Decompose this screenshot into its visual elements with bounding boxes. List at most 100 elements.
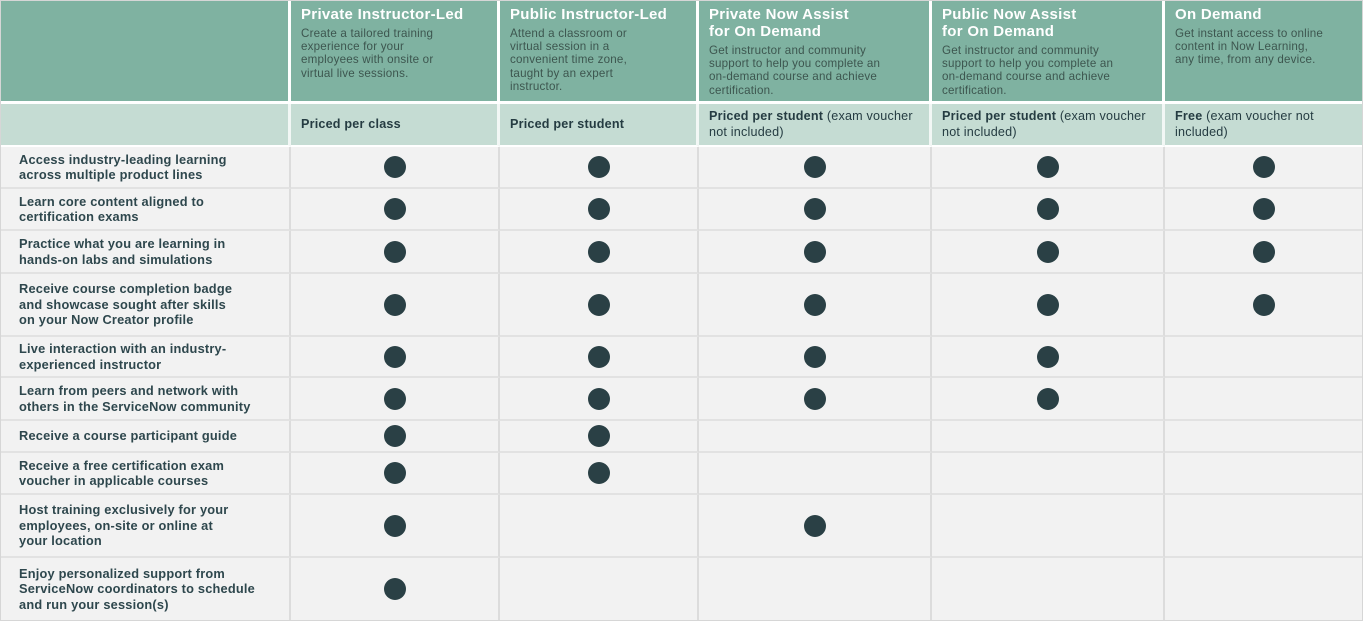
included-dot bbox=[1252, 293, 1275, 316]
pricing-note: (exam voucher not included) bbox=[709, 109, 913, 139]
feature-cell bbox=[1165, 558, 1362, 620]
included-dot bbox=[587, 198, 610, 220]
column-header-private-now-assist: Private Now Assist for On Demand Get ins… bbox=[699, 1, 932, 104]
pricing-label: Priced per student bbox=[510, 116, 625, 131]
feature-cell bbox=[932, 337, 1165, 378]
included-dot bbox=[803, 156, 826, 178]
included-dot bbox=[803, 345, 826, 368]
included-dot bbox=[587, 462, 610, 484]
feature-cell bbox=[1165, 495, 1362, 558]
feature-cell bbox=[932, 274, 1165, 337]
feature-label: Practice what you are learning in hands-… bbox=[1, 231, 291, 274]
included-dot bbox=[383, 240, 406, 263]
column-header-private-instructor-led: Private Instructor-Led Create a tailored… bbox=[291, 1, 500, 104]
feature-cell bbox=[291, 378, 500, 421]
feature-label: Enjoy personalized support from ServiceN… bbox=[1, 558, 291, 620]
included-dot bbox=[803, 514, 826, 537]
column-description: Get instructor and community support to … bbox=[709, 43, 881, 97]
feature-cell bbox=[1165, 337, 1362, 378]
column-description: Create a tailored training experience fo… bbox=[301, 26, 434, 80]
feature-cell bbox=[932, 147, 1165, 189]
feature-label: Access industry-leading learning across … bbox=[1, 147, 291, 189]
feature-cell bbox=[932, 189, 1165, 231]
pricing-private-now-assist: Priced per student (exam voucher not inc… bbox=[699, 104, 932, 147]
included-dot bbox=[383, 462, 406, 484]
feature-label: Learn core content aligned to certificat… bbox=[1, 189, 291, 231]
feature-cell bbox=[932, 231, 1165, 274]
included-dot bbox=[587, 425, 610, 447]
feature-cell bbox=[1165, 378, 1362, 421]
included-dot bbox=[383, 156, 406, 178]
feature-cell bbox=[699, 147, 932, 189]
feature-cell bbox=[500, 558, 699, 620]
included-dot bbox=[383, 578, 406, 600]
included-dot bbox=[383, 387, 406, 410]
feature-cell bbox=[500, 274, 699, 337]
feature-cell bbox=[699, 231, 932, 274]
column-title: Private Now Assist for On Demand bbox=[709, 6, 849, 40]
pricing-note: (exam voucher not included) bbox=[1175, 109, 1314, 139]
feature-cell bbox=[932, 378, 1165, 421]
feature-cell bbox=[932, 558, 1165, 620]
pricing-public-now-assist: Priced per student (exam voucher not inc… bbox=[932, 104, 1165, 147]
pricing-label: Priced per class bbox=[301, 116, 401, 131]
feature-cell bbox=[291, 337, 500, 378]
included-dot bbox=[587, 240, 610, 263]
feature-cell bbox=[1165, 274, 1362, 337]
column-description: Get instructor and community support to … bbox=[942, 43, 1114, 97]
included-dot bbox=[383, 293, 406, 316]
feature-cell bbox=[291, 147, 500, 189]
included-dot bbox=[803, 293, 826, 316]
pricing-note: (exam voucher not included) bbox=[942, 109, 1146, 139]
feature-cell bbox=[699, 274, 932, 337]
feature-cell bbox=[500, 337, 699, 378]
feature-cell bbox=[699, 378, 932, 421]
feature-cell bbox=[500, 231, 699, 274]
column-description: Attend a classroom or virtual session in… bbox=[510, 26, 627, 94]
included-dot bbox=[587, 345, 610, 368]
included-dot bbox=[383, 514, 406, 537]
included-dot bbox=[587, 387, 610, 410]
included-dot bbox=[803, 387, 826, 410]
header-empty-corner bbox=[1, 1, 291, 104]
feature-cell bbox=[500, 453, 699, 495]
pricing-label: Priced per student bbox=[709, 109, 824, 124]
included-dot bbox=[383, 425, 406, 447]
included-dot bbox=[383, 345, 406, 368]
feature-cell bbox=[291, 558, 500, 620]
column-header-on-demand: On Demand Get instant access to online c… bbox=[1165, 1, 1362, 104]
column-header-public-instructor-led: Public Instructor-Led Attend a classroom… bbox=[500, 1, 699, 104]
included-dot bbox=[1036, 293, 1059, 316]
feature-cell bbox=[699, 189, 932, 231]
included-dot bbox=[1036, 156, 1059, 178]
included-dot bbox=[803, 198, 826, 220]
feature-cell bbox=[699, 453, 932, 495]
feature-cell bbox=[699, 495, 932, 558]
included-dot bbox=[803, 240, 826, 263]
feature-cell bbox=[699, 558, 932, 620]
pricing-label: Priced per student bbox=[942, 109, 1057, 124]
column-title: Public Instructor-Led bbox=[510, 6, 668, 23]
feature-label: Live interaction with an industry- exper… bbox=[1, 337, 291, 378]
included-dot bbox=[383, 198, 406, 220]
included-dot bbox=[1036, 198, 1059, 220]
included-dot bbox=[587, 293, 610, 316]
feature-cell bbox=[500, 495, 699, 558]
column-title: Private Instructor-Led bbox=[301, 6, 464, 23]
feature-cell bbox=[1165, 453, 1362, 495]
column-description: Get instant access to online content in … bbox=[1175, 26, 1324, 67]
column-title: On Demand bbox=[1175, 6, 1262, 23]
pricing-empty-corner bbox=[1, 104, 291, 147]
feature-cell bbox=[291, 421, 500, 453]
feature-label: Receive a course participant guide bbox=[1, 421, 291, 453]
pricing-on-demand: Free (exam voucher not included) bbox=[1165, 104, 1362, 147]
included-dot bbox=[587, 156, 610, 178]
feature-cell bbox=[1165, 147, 1362, 189]
feature-cell bbox=[500, 147, 699, 189]
feature-label: Learn from peers and network with others… bbox=[1, 378, 291, 421]
included-dot bbox=[1036, 345, 1059, 368]
feature-cell bbox=[932, 421, 1165, 453]
feature-label: Host training exclusively for your emplo… bbox=[1, 495, 291, 558]
feature-cell bbox=[291, 495, 500, 558]
